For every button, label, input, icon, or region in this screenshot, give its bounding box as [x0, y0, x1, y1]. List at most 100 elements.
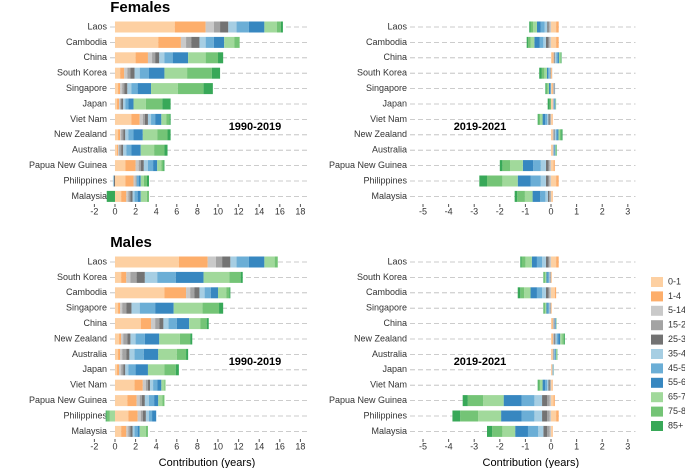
bar-segment: [118, 302, 121, 314]
legend-label: 15-24: [668, 320, 685, 330]
bar-segment: [114, 302, 119, 314]
y-tick-label: Japan: [382, 98, 407, 108]
bar-segment: [127, 67, 131, 79]
bar-segment: [548, 67, 550, 79]
bar-segment: [521, 410, 535, 422]
bar-segment: [538, 379, 541, 391]
bar-segment: [551, 410, 557, 422]
bar-segment: [549, 98, 552, 110]
bar-segment: [552, 333, 554, 345]
bar-segment: [229, 287, 231, 299]
bar-segment: [157, 129, 168, 141]
bar-segment: [555, 348, 556, 360]
bar-segment: [140, 410, 143, 422]
bar-segment: [114, 271, 122, 283]
bar-segment: [534, 410, 543, 422]
bar-segment: [549, 395, 552, 407]
x-tick-label: -2: [496, 206, 504, 216]
period-label: 2019-2021: [454, 121, 507, 133]
bar-segment: [554, 129, 556, 141]
bar-segment: [502, 160, 511, 172]
x-tick-label: -2: [496, 441, 504, 451]
bar-segment: [549, 175, 552, 187]
x-tick-label: 14: [254, 441, 264, 451]
bar-segment: [538, 113, 541, 125]
bar-segment: [138, 175, 141, 187]
bar-segment: [544, 67, 547, 79]
bar-segment: [140, 160, 144, 172]
bar-segment: [204, 287, 211, 299]
legend-swatch: [651, 320, 663, 331]
bar-segment: [123, 333, 128, 345]
bar-segment: [527, 36, 531, 48]
bar-segment: [554, 52, 556, 64]
bar-segment: [280, 21, 283, 33]
bar-segment: [533, 21, 537, 33]
bar-segment: [139, 302, 156, 314]
bar-segment: [210, 287, 219, 299]
y-tick-label: Cambodia: [66, 37, 107, 47]
bar-segment: [543, 36, 546, 48]
bar-segment: [542, 379, 546, 391]
bar-segment: [176, 318, 190, 330]
bar-segment: [551, 271, 552, 283]
bar-segment: [114, 287, 165, 299]
x-tick-label: 0: [549, 206, 554, 216]
bar-segment: [547, 302, 549, 314]
bar-segment: [118, 348, 121, 360]
bar-segment: [120, 67, 125, 79]
bar-segment: [558, 52, 561, 64]
bar-segment: [563, 333, 565, 345]
bar-segment: [556, 175, 559, 187]
bar-segment: [164, 67, 188, 79]
x-tick-label: 0: [112, 441, 117, 451]
bar-segment: [133, 175, 136, 187]
x-tick-label: 8: [195, 206, 200, 216]
bar-segment: [134, 348, 144, 360]
legend-swatch: [651, 406, 663, 417]
bar-segment: [520, 287, 525, 299]
x-tick-label: 12: [234, 206, 244, 216]
bar-segment: [542, 395, 548, 407]
bar-segment: [142, 129, 158, 141]
bar-segment: [517, 287, 521, 299]
x-tick-label: 6: [174, 441, 179, 451]
bar-segment: [522, 160, 534, 172]
bar-segment: [515, 425, 528, 437]
bar-segment: [552, 113, 553, 125]
bar-segment: [147, 379, 151, 391]
bar-segment: [551, 302, 552, 314]
legend-swatch: [651, 392, 663, 403]
bar-segment: [146, 175, 149, 187]
bar-segment: [539, 67, 542, 79]
bar-segment: [138, 160, 141, 172]
bar-segment: [552, 129, 554, 141]
x-tick-label: -4: [445, 441, 453, 451]
bar-segment: [126, 144, 132, 156]
bar-segment: [128, 410, 138, 422]
bar-segment: [220, 21, 229, 33]
bar-segment: [551, 364, 552, 376]
y-tick-label: Laos: [387, 256, 407, 266]
bar-segment: [132, 190, 135, 202]
y-tick-label: Japan: [382, 364, 407, 374]
bar-segment: [552, 83, 554, 95]
bar-segment: [119, 144, 122, 156]
bar-segment: [229, 271, 241, 283]
bar-segment: [559, 129, 562, 141]
bar-segment: [114, 410, 129, 422]
bar-segment: [114, 113, 132, 125]
x-tick-label: 4: [154, 441, 159, 451]
bar-segment: [553, 395, 555, 407]
legend-swatch: [651, 277, 663, 287]
bar-segment: [547, 83, 549, 95]
bar-segment: [114, 333, 120, 345]
bar-segment: [555, 348, 557, 360]
bar-segment: [236, 21, 249, 33]
y-tick-label: Philippines: [63, 410, 107, 420]
bar-segment: [114, 395, 128, 407]
bar-segment: [549, 379, 551, 391]
bar-segment: [553, 348, 555, 360]
bar-segment: [121, 98, 124, 110]
x-tick-label: 0: [112, 206, 117, 216]
